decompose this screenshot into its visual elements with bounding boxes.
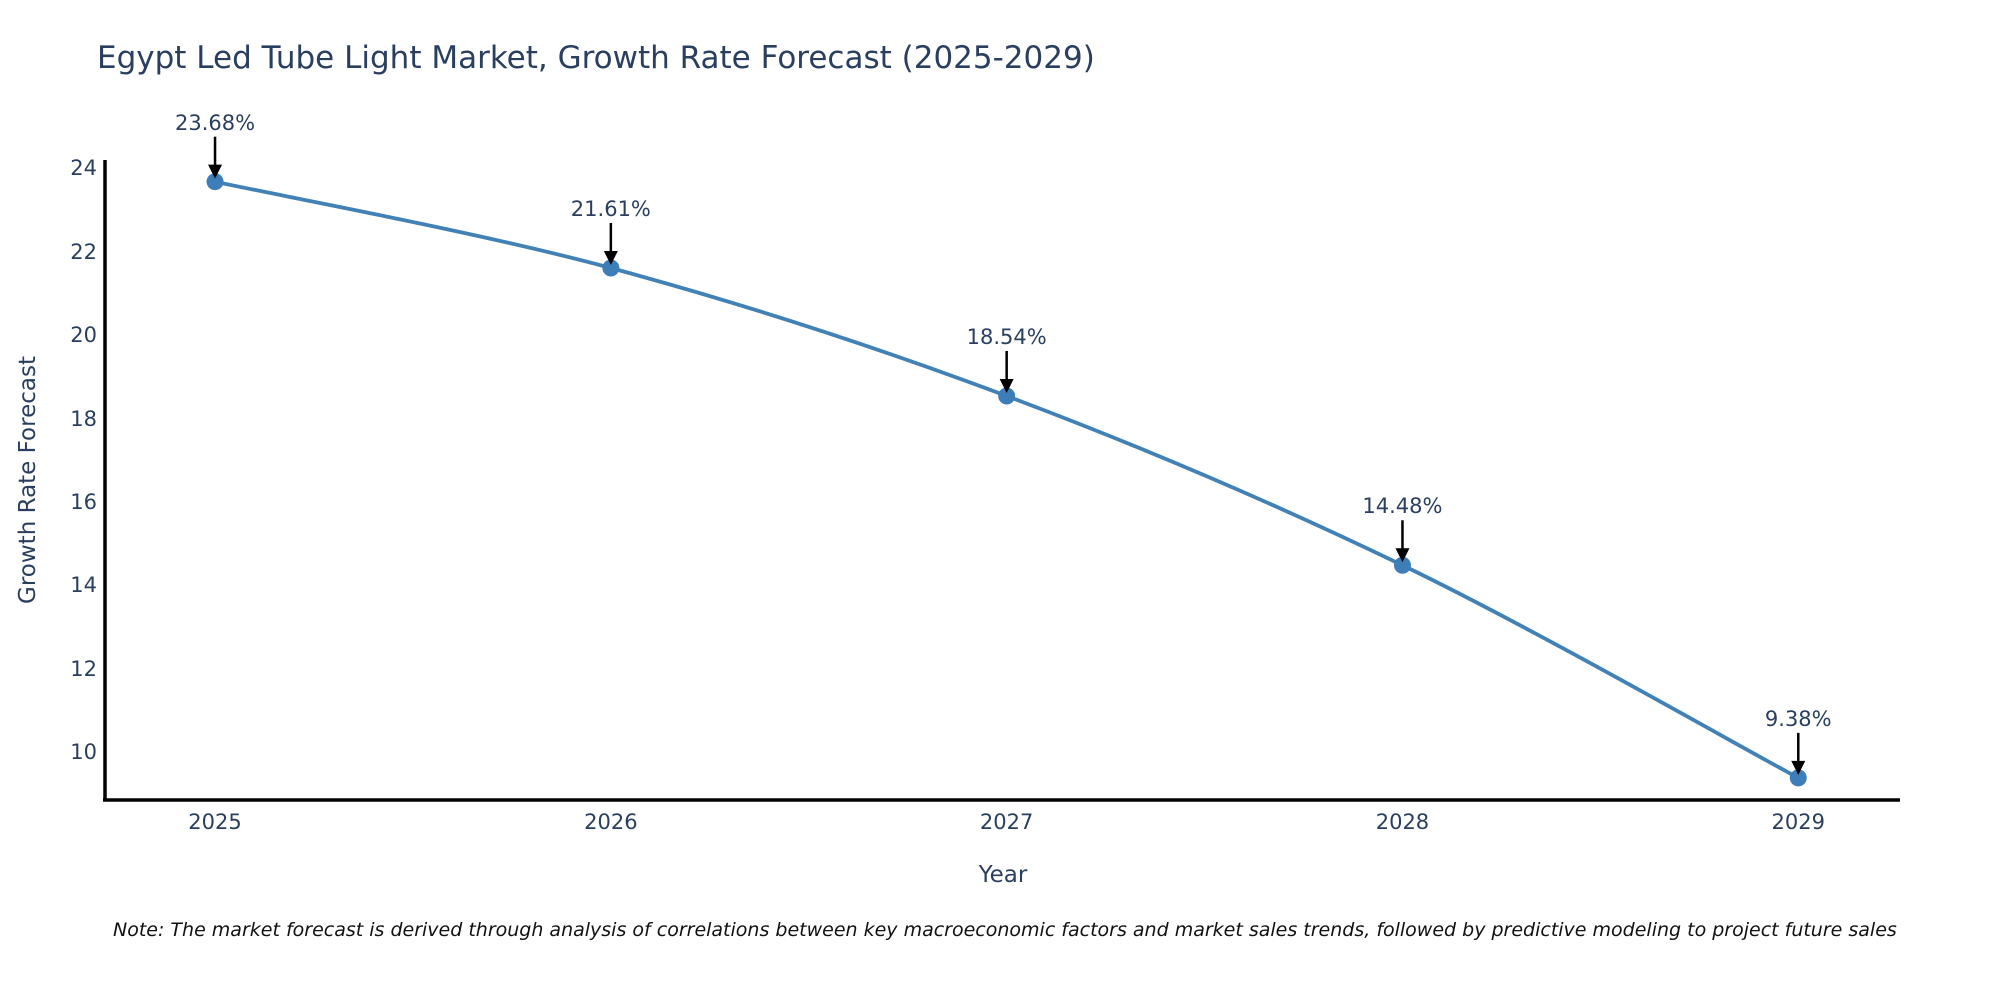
- y-tick-label: 14: [70, 573, 97, 598]
- annotation-arrow-head: [999, 378, 1014, 393]
- footnote: Note: The market forecast is derived thr…: [113, 919, 1897, 941]
- x-tick-label: 2025: [188, 810, 242, 834]
- data-point-marker: [206, 173, 224, 191]
- y-tick-label: 22: [70, 239, 97, 264]
- x-tick-label: 2027: [979, 810, 1034, 834]
- data-point-marker: [1393, 556, 1411, 574]
- y-tick-label: 18: [70, 406, 97, 431]
- y-tick-label: 24: [70, 156, 97, 181]
- data-point-value-label: 14.48%: [1362, 494, 1443, 519]
- y-tick-label: 20: [70, 323, 97, 348]
- chart-title: Egypt Led Tube Light Market, Growth Rate…: [97, 40, 1095, 76]
- y-tick-label: 16: [70, 489, 97, 514]
- data-point-marker: [602, 259, 620, 277]
- x-axis-title: Year: [978, 862, 1028, 888]
- forecast-line: [214, 179, 1800, 780]
- data-point-value-label: 18.54%: [966, 324, 1047, 349]
- annotation-arrow-head: [1791, 760, 1806, 775]
- data-point-value-label: 23.68%: [174, 110, 256, 135]
- annotation-arrow-head: [1395, 548, 1410, 563]
- x-tick-label: 2026: [584, 810, 638, 834]
- y-tick-label: 10: [70, 740, 97, 765]
- y-axis-title: Growth Rate Forecast: [15, 356, 41, 604]
- y-tick-label: 12: [70, 656, 97, 681]
- data-point-marker: [1789, 769, 1807, 787]
- x-tick-label: 2028: [1375, 810, 1430, 834]
- data-point-marker: [998, 387, 1016, 405]
- data-point-value-label: 9.38%: [1764, 706, 1832, 731]
- annotation-arrow-head: [603, 250, 618, 265]
- x-tick-label: 2029: [1771, 810, 1825, 834]
- data-point-value-label: 21.61%: [570, 196, 651, 221]
- annotation-arrow-head: [208, 164, 223, 179]
